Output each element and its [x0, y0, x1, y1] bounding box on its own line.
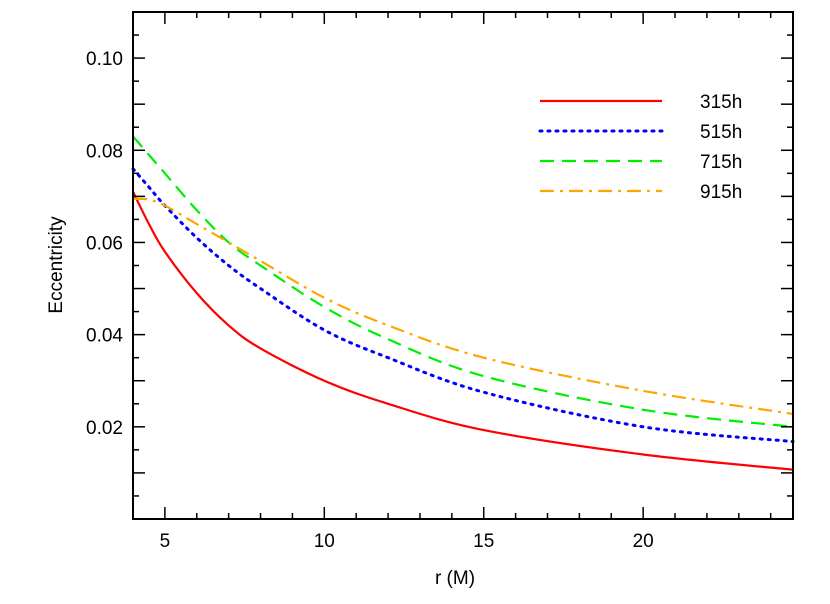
legend-label: 515h — [700, 122, 742, 143]
series-line-915h — [132, 197, 794, 416]
x-tick-label: 10 — [314, 531, 335, 552]
series-lines — [131, 135, 795, 471]
y-tick-label: 0.10 — [86, 49, 123, 70]
legend-label: 715h — [700, 152, 742, 173]
legend-label: 315h — [700, 92, 742, 113]
x-tick-label: 20 — [633, 531, 654, 552]
plot-frame — [132, 11, 794, 520]
series-line-715h — [132, 135, 794, 428]
y-tick-label: 0.04 — [86, 326, 123, 347]
x-tick-label: 15 — [473, 531, 494, 552]
series-line-515h — [131, 167, 795, 444]
x-tick-label: 5 — [160, 531, 171, 552]
y-axis-label: Eccentricity — [46, 216, 67, 314]
legend-label: 915h — [700, 182, 742, 203]
y-tick-label: 0.06 — [86, 233, 123, 254]
y-tick-label: 0.08 — [86, 141, 123, 162]
series-line-315h — [132, 191, 794, 471]
axis-ticks: 5 10 15 20 0.02 0.04 0.06 0.08 0.10 — [86, 12, 793, 552]
x-axis-label: r (M) — [435, 568, 475, 589]
y-tick-label: 0.02 — [86, 418, 123, 439]
legend: 315h 515h 715h 915h — [538, 92, 742, 203]
